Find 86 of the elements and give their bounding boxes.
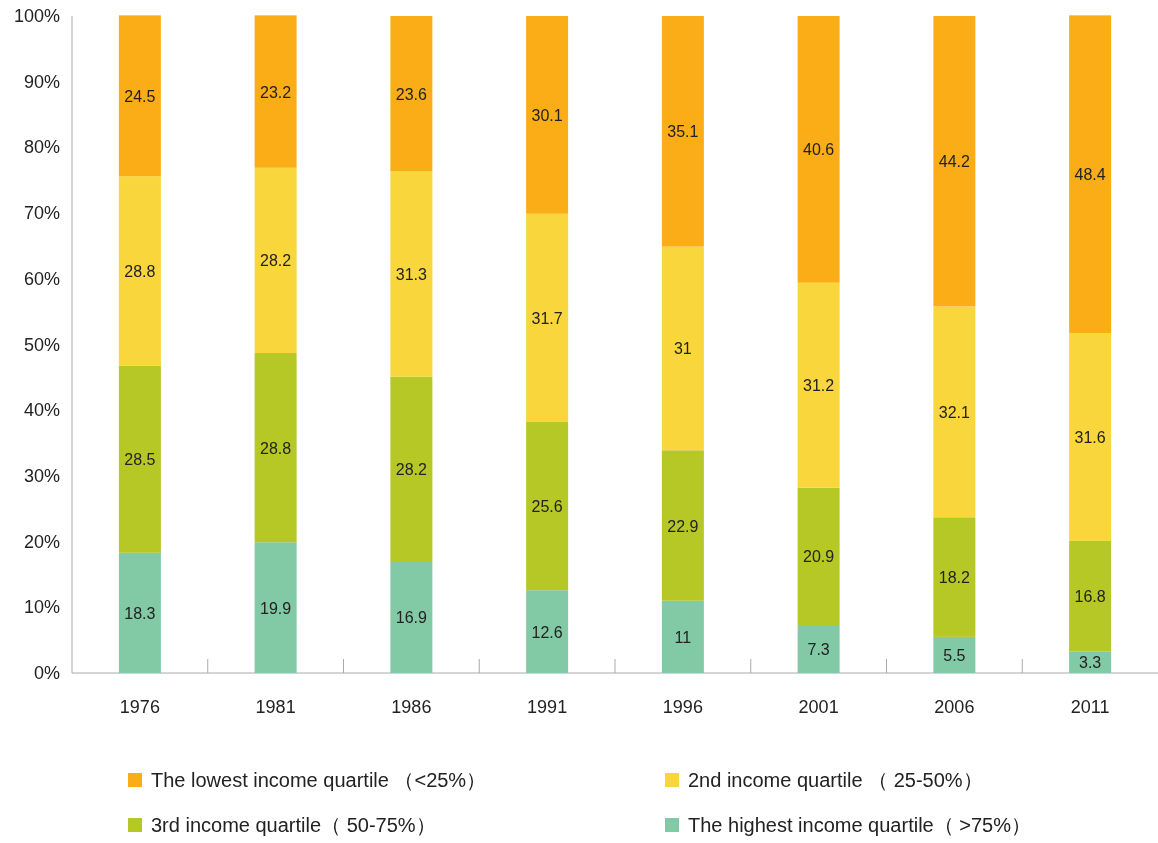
data-label: 30.1 — [531, 106, 563, 124]
bar — [526, 213, 569, 423]
data-label: 25.6 — [531, 498, 563, 516]
bar — [390, 376, 433, 562]
data-label: 23.2 — [260, 83, 292, 101]
bar — [933, 306, 976, 518]
bar — [118, 15, 161, 177]
data-label: 16.9 — [395, 609, 428, 627]
x-tick-label: 1981 — [255, 697, 296, 717]
bar — [254, 167, 297, 354]
x-tick-label: 2011 — [1070, 697, 1110, 717]
y-tick-label: 90% — [23, 71, 60, 92]
data-label: 35.1 — [667, 123, 699, 141]
bar — [526, 422, 569, 591]
x-tick-label: 2001 — [798, 697, 839, 717]
bar — [933, 636, 976, 673]
bar — [797, 16, 840, 283]
bar — [526, 590, 569, 673]
y-tick-label: 40% — [23, 400, 60, 421]
data-label: 28.8 — [260, 439, 292, 457]
data-label: 31.7 — [531, 309, 563, 327]
bar — [118, 365, 161, 553]
bar — [254, 542, 297, 673]
y-tick-label: 10% — [23, 597, 60, 618]
y-tick-label: 100% — [13, 6, 60, 26]
data-label: 12.6 — [531, 623, 563, 641]
x-tick-label: 1976 — [119, 697, 160, 717]
x-tick-label: 1986 — [391, 697, 432, 717]
y-tick-label: 20% — [23, 531, 60, 552]
data-label: 3.3 — [1079, 654, 1102, 672]
y-tick-label: 30% — [23, 465, 60, 486]
bar — [254, 353, 297, 543]
data-label: 18.3 — [124, 604, 156, 622]
bar — [933, 517, 976, 637]
y-tick-label: 70% — [23, 203, 60, 224]
data-label: 31.3 — [395, 265, 428, 283]
bar — [390, 16, 433, 172]
bar — [390, 561, 433, 673]
data-label: 32.1 — [938, 403, 971, 421]
data-label: 5.5 — [943, 646, 966, 664]
bar — [933, 16, 976, 307]
x-tick-label: 2006 — [934, 697, 975, 717]
bar — [797, 625, 840, 673]
bar — [661, 600, 704, 673]
data-label: 24.5 — [124, 87, 156, 105]
data-label: 31.2 — [803, 377, 835, 395]
data-label: 28.8 — [124, 262, 156, 280]
legend-label: The lowest income quartile （<25%） — [151, 769, 487, 791]
data-label: 48.4 — [1074, 166, 1106, 184]
y-tick-label: 60% — [23, 268, 60, 289]
legend-label: The highest income quartile（ >75%） — [688, 814, 1031, 836]
y-tick-label: 80% — [23, 137, 60, 158]
data-label: 28.2 — [260, 252, 292, 270]
legend-label: 3rd income quartile（ 50-75%） — [151, 814, 436, 836]
data-label: 31.6 — [1074, 429, 1106, 447]
bar — [1069, 540, 1112, 652]
bar — [797, 487, 840, 626]
bar — [254, 15, 297, 168]
data-label: 31 — [673, 340, 692, 358]
bar — [118, 176, 161, 366]
data-label: 23.6 — [395, 85, 428, 103]
bar — [661, 16, 704, 247]
x-tick-label: 1996 — [662, 697, 703, 717]
y-tick-label: 0% — [33, 663, 60, 683]
data-label: 22.9 — [667, 517, 699, 535]
bar — [390, 171, 433, 377]
legend-label: 2nd income quartile （ 25-50%） — [688, 769, 983, 791]
bar — [661, 450, 704, 601]
data-label: 7.3 — [807, 641, 830, 659]
data-label: 18.2 — [938, 569, 971, 587]
data-label: 16.8 — [1074, 588, 1106, 606]
data-label: 28.2 — [395, 461, 428, 479]
data-label: 28.5 — [124, 451, 156, 469]
x-tick-label: 1991 — [527, 697, 568, 717]
y-tick-label: 50% — [23, 334, 60, 355]
data-label: 20.9 — [803, 548, 835, 566]
data-label: 44.2 — [938, 153, 971, 171]
data-label: 11 — [674, 628, 692, 646]
bar — [118, 552, 161, 673]
bar — [1069, 333, 1112, 541]
bar — [526, 16, 569, 214]
bar — [797, 282, 840, 488]
bar — [661, 246, 704, 451]
data-label: 40.6 — [803, 141, 835, 159]
data-label: 19.9 — [260, 599, 292, 617]
bar — [1069, 15, 1112, 334]
